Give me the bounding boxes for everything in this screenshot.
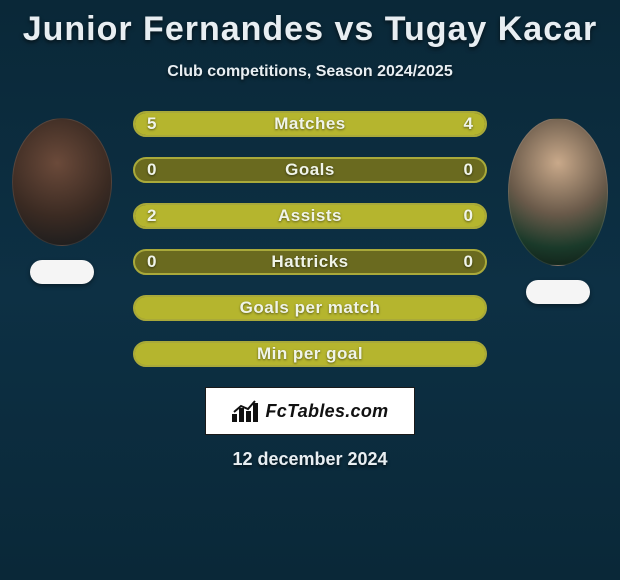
page-title: Junior Fernandes vs Tugay Kacar <box>0 0 620 49</box>
stat-bar: 20Assists <box>133 203 487 229</box>
stat-bar: Goals per match <box>133 295 487 321</box>
stat-bar: Min per goal <box>133 341 487 367</box>
stat-bar: 54Matches <box>133 111 487 137</box>
stat-label: Matches <box>135 113 485 135</box>
stat-bars: 54Matches 00Goals 20Assists 00Hattricks Goal… <box>133 111 487 367</box>
brand-text: FcTables.com <box>266 401 389 422</box>
brand-icon <box>232 400 260 422</box>
stat-label: Goals <box>135 159 485 181</box>
stat-label: Assists <box>135 205 485 227</box>
stat-bar: 00Goals <box>133 157 487 183</box>
stat-label: Goals per match <box>135 297 485 319</box>
date-text: 12 december 2024 <box>0 449 620 470</box>
brand-box: FcTables.com <box>205 387 415 435</box>
stat-label: Hattricks <box>135 251 485 273</box>
stat-label: Min per goal <box>135 343 485 365</box>
stats-container: 54Matches 00Goals 20Assists 00Hattricks Goal… <box>0 111 620 367</box>
stat-bar: 00Hattricks <box>133 249 487 275</box>
subtitle: Club competitions, Season 2024/2025 <box>0 63 620 81</box>
